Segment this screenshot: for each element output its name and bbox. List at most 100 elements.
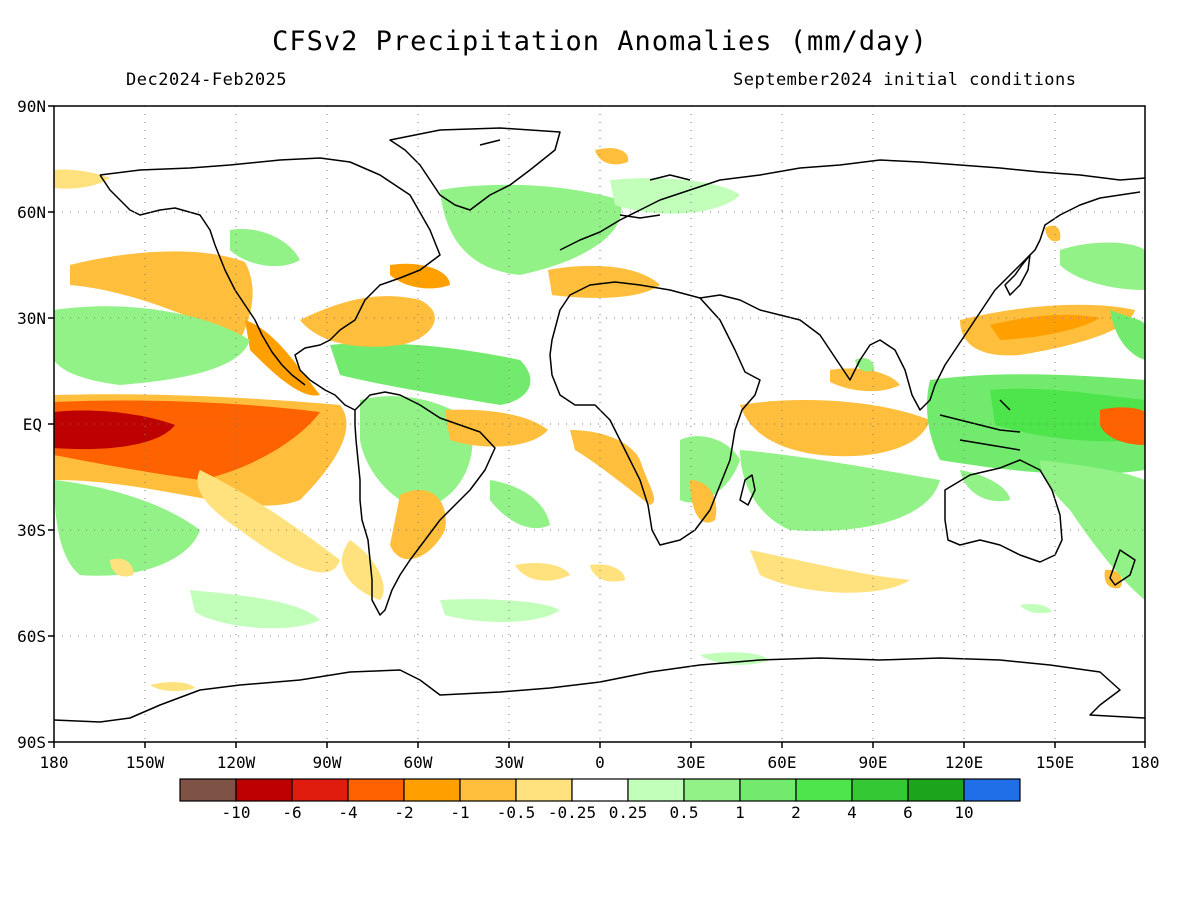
anomaly-region bbox=[390, 489, 446, 560]
anomaly-region bbox=[570, 430, 655, 505]
anomaly-region bbox=[230, 229, 300, 267]
lat-label: 60S bbox=[17, 627, 46, 646]
anomaly-region bbox=[300, 296, 435, 347]
colorbar-label: -1 bbox=[450, 803, 469, 822]
longitude-labels: 180 150W 120W 90W 60W 30W 0 30E 60E 90E … bbox=[40, 753, 1160, 772]
anomaly-region bbox=[960, 470, 1010, 502]
colorbar-label: -10 bbox=[222, 803, 251, 822]
anomaly-region bbox=[330, 343, 531, 405]
colorbar-label: 0.25 bbox=[609, 803, 648, 822]
anomaly-region bbox=[830, 368, 900, 392]
coastline-greenland bbox=[389, 127, 561, 211]
anomaly-region bbox=[740, 450, 940, 531]
lon-label: 120W bbox=[217, 753, 256, 772]
anomaly-region bbox=[54, 306, 250, 385]
anomaly-region bbox=[515, 563, 570, 581]
anomaly-region bbox=[1060, 242, 1145, 290]
colorbar-swatch bbox=[235, 778, 293, 802]
colorbar-swatch bbox=[963, 778, 1021, 802]
colorbar-label: -6 bbox=[282, 803, 301, 822]
anomaly-region bbox=[54, 480, 200, 576]
colorbar-label: 6 bbox=[903, 803, 913, 822]
coastline-islands bbox=[479, 139, 1021, 451]
anomaly-region bbox=[110, 558, 134, 577]
colorbar-swatch bbox=[347, 778, 405, 802]
lon-label: 180 bbox=[40, 753, 69, 772]
initial-conditions: September2024 initial conditions bbox=[733, 70, 1077, 90]
colorbar-label: -0.25 bbox=[548, 803, 596, 822]
anomaly-region bbox=[440, 599, 560, 622]
coastline-north-america bbox=[99, 157, 441, 411]
anomaly-region bbox=[150, 682, 195, 692]
anomaly-region bbox=[990, 314, 1100, 340]
lat-label: 30N bbox=[17, 309, 46, 328]
lat-label: 60N bbox=[17, 203, 46, 222]
colorbar-swatch bbox=[739, 778, 797, 802]
colorbar-swatch bbox=[515, 778, 573, 802]
lat-label: 90S bbox=[17, 733, 46, 752]
colorbar-swatch bbox=[907, 778, 965, 802]
anomaly-region bbox=[548, 265, 660, 298]
anomaly-region bbox=[1110, 310, 1145, 360]
coastline-madagascar bbox=[739, 474, 756, 506]
lon-label: 90E bbox=[859, 753, 888, 772]
anomaly-region bbox=[690, 480, 717, 523]
colorbar-label: 2 bbox=[791, 803, 801, 822]
lon-label: 30E bbox=[677, 753, 706, 772]
lat-label: EQ bbox=[23, 415, 42, 434]
colorbar-swatch bbox=[403, 778, 461, 802]
lon-label: 120E bbox=[945, 753, 984, 772]
lon-label: 0 bbox=[595, 753, 605, 772]
colorbar-swatch bbox=[571, 778, 629, 802]
colorbar-label: -0.5 bbox=[497, 803, 536, 822]
lat-label: 30S bbox=[17, 521, 46, 540]
anomaly-region bbox=[740, 400, 930, 457]
lon-ticks bbox=[53, 742, 1146, 748]
colorbar-swatch bbox=[627, 778, 685, 802]
anomaly-region bbox=[1045, 225, 1061, 242]
lon-label: 30W bbox=[495, 753, 524, 772]
coastline-japan bbox=[1004, 254, 1031, 296]
anomaly-region bbox=[590, 564, 625, 582]
colorbar-label: -2 bbox=[394, 803, 413, 822]
anomaly-region bbox=[750, 550, 910, 593]
colorbar-label: 10 bbox=[954, 803, 973, 822]
lat-ticks bbox=[48, 105, 54, 743]
colorbar-swatch bbox=[795, 778, 853, 802]
anomaly-region bbox=[190, 590, 320, 629]
lat-label: 90N bbox=[17, 97, 46, 116]
anomaly-region bbox=[54, 410, 175, 450]
colorbar: -10 -6 -4 -2 -1 -0.5 -0.25 0.25 0.5 1 2 4 6 10 bbox=[179, 778, 1021, 822]
lon-label: 150E bbox=[1036, 753, 1075, 772]
anomaly-region bbox=[610, 178, 740, 214]
forecast-period: Dec2024-Feb2025 bbox=[126, 70, 288, 90]
colorbar-label: 1 bbox=[735, 803, 745, 822]
colorbar-label: -4 bbox=[338, 803, 357, 822]
anomaly-region bbox=[360, 396, 473, 510]
colorbar-label: 4 bbox=[847, 803, 857, 822]
coastline-new-zealand bbox=[1109, 549, 1136, 586]
colorbar-swatch bbox=[683, 778, 741, 802]
colorbar-swatch bbox=[851, 778, 909, 802]
anomaly-region bbox=[54, 169, 110, 189]
anomaly-region bbox=[197, 470, 340, 573]
anomaly-region bbox=[445, 409, 548, 447]
anomaly-region bbox=[341, 540, 384, 600]
anomaly-region bbox=[1020, 603, 1052, 614]
latitude-labels: 90N 60N 30N EQ 30S 60S 90S bbox=[17, 97, 46, 752]
lon-label: 150W bbox=[126, 753, 165, 772]
map-area bbox=[54, 106, 1145, 742]
coastline-eurasia bbox=[559, 159, 1145, 411]
colorbar-label: 0.5 bbox=[670, 803, 699, 822]
colorbar-swatch bbox=[179, 778, 237, 802]
lon-label: 90W bbox=[313, 753, 342, 772]
anomaly-region bbox=[490, 480, 550, 529]
lon-label: 60W bbox=[404, 753, 433, 772]
anomaly-region bbox=[390, 263, 450, 289]
anomaly-region bbox=[595, 148, 629, 165]
anomaly-region bbox=[440, 184, 622, 275]
lon-label: 180 bbox=[1131, 753, 1160, 772]
colorbar-swatch bbox=[459, 778, 517, 802]
